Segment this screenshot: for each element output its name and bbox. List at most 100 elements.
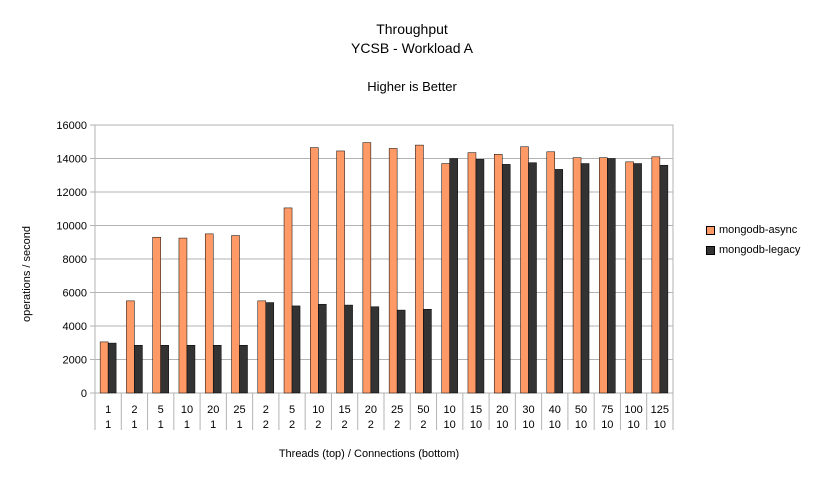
chart-subtitle: YCSB - Workload A xyxy=(351,40,473,56)
bar-legacy xyxy=(265,302,275,394)
chart-title: Throughput xyxy=(376,21,448,37)
y-tick-label: 14000 xyxy=(56,154,87,166)
bar-legacy xyxy=(501,164,511,394)
x-tick-label-threads: 25 xyxy=(391,404,403,416)
bar-async xyxy=(415,144,424,394)
x-tick-label-threads: 2 xyxy=(131,404,137,416)
x-tick-label-threads: 40 xyxy=(549,404,561,416)
x-tick-label-connections: 1 xyxy=(105,419,111,431)
bar-async xyxy=(231,235,240,394)
y-axis-label: operations / second xyxy=(21,226,33,322)
bar-legacy xyxy=(160,345,169,394)
x-tick-label-connections: 10 xyxy=(654,419,666,431)
x-tick-label-threads: 2 xyxy=(263,404,269,416)
x-tick-label-connections: 10 xyxy=(627,419,639,431)
x-tick-label-connections: 2 xyxy=(289,419,295,431)
x-tick-label-threads: 20 xyxy=(365,404,377,416)
x-tick-label-connections: 1 xyxy=(184,419,190,431)
x-tick-label-connections: 10 xyxy=(549,419,561,431)
bar-legacy xyxy=(239,345,248,394)
x-tick-label-connections: 2 xyxy=(394,419,400,431)
x-tick-label-threads: 15 xyxy=(470,404,482,416)
legend-swatch-legacy xyxy=(706,245,715,255)
x-tick-label-connections: 2 xyxy=(342,419,348,431)
bar-async xyxy=(599,157,608,394)
bar-legacy xyxy=(291,305,301,394)
y-tick-label: 10000 xyxy=(56,221,87,233)
x-tick-label-threads: 1 xyxy=(105,404,111,416)
legend-label-async: mongodb-async xyxy=(719,224,798,236)
bar-async xyxy=(204,233,214,394)
bar-legacy xyxy=(396,309,406,394)
x-tick-label-threads: 10 xyxy=(444,404,456,416)
x-tick-label-threads: 75 xyxy=(601,404,613,416)
x-tick-label-threads: 20 xyxy=(207,404,219,416)
bar-legacy xyxy=(107,342,117,394)
bar-async xyxy=(362,142,372,394)
bar-async xyxy=(651,156,661,394)
y-tick-label: 8000 xyxy=(63,254,87,266)
chart-annotation: Higher is Better xyxy=(367,79,457,94)
bar-async xyxy=(493,154,503,394)
y-tick-label: 12000 xyxy=(56,187,87,199)
y-tick-label: 2000 xyxy=(63,355,87,367)
bar-legacy xyxy=(449,158,458,394)
y-tick-label: 0 xyxy=(81,388,87,400)
x-tick-label-connections: 10 xyxy=(575,419,587,431)
bar-legacy xyxy=(554,169,564,394)
bar-async xyxy=(283,207,293,394)
x-axis-label: Threads (top) / Connections (bottom) xyxy=(279,448,459,460)
x-tick-label-connections: 10 xyxy=(522,419,534,431)
x-tick-label-connections: 2 xyxy=(368,419,374,431)
y-tick-label: 4000 xyxy=(63,321,87,333)
bar-async xyxy=(546,151,556,394)
legend-item-async: mongodb-async xyxy=(706,220,800,240)
x-tick-label-threads: 125 xyxy=(651,404,669,416)
bar-async xyxy=(126,300,135,394)
x-tick-label-threads: 10 xyxy=(312,404,324,416)
legend-swatch-async xyxy=(706,225,715,235)
bar-async xyxy=(178,237,188,394)
x-tick-label-connections: 1 xyxy=(236,419,242,431)
x-tick-label-connections: 2 xyxy=(263,419,269,431)
x-tick-label-connections: 2 xyxy=(420,419,426,431)
bar-async xyxy=(625,161,634,394)
x-tick-label-connections: 10 xyxy=(444,419,456,431)
bar-legacy xyxy=(607,158,616,394)
bar-async xyxy=(336,150,345,394)
bar-legacy xyxy=(212,345,222,394)
x-tick-label-connections: 10 xyxy=(470,419,482,431)
x-tick-label-threads: 5 xyxy=(158,404,164,416)
x-tick-label-threads: 50 xyxy=(575,404,587,416)
x-tick-label-threads: 15 xyxy=(338,404,350,416)
bar-legacy xyxy=(134,345,143,394)
x-tick-label-connections: 10 xyxy=(601,419,613,431)
x-tick-label-connections: 1 xyxy=(210,419,216,431)
bar-async xyxy=(310,147,319,394)
x-tick-label-connections: 2 xyxy=(315,419,321,431)
x-tick-label-threads: 5 xyxy=(289,404,295,416)
bar-legacy xyxy=(186,345,196,394)
x-tick-label-connections: 1 xyxy=(131,419,137,431)
x-tick-label-threads: 100 xyxy=(624,404,642,416)
bar-async xyxy=(572,157,582,394)
bar-legacy xyxy=(318,303,327,394)
bar-legacy xyxy=(475,159,485,394)
y-tick-label: 6000 xyxy=(63,288,87,300)
bar-legacy xyxy=(659,164,669,394)
bar-async xyxy=(152,236,161,394)
legend: mongodb-async mongodb-legacy xyxy=(706,220,800,260)
x-tick-label-threads: 30 xyxy=(522,404,534,416)
bar-legacy xyxy=(633,163,642,394)
bar-legacy xyxy=(580,163,590,394)
bar-async xyxy=(520,146,529,394)
legend-label-legacy: mongodb-legacy xyxy=(719,244,801,256)
bar-async xyxy=(99,341,109,394)
y-tick-label: 16000 xyxy=(56,120,87,132)
bar-async xyxy=(257,300,267,394)
bar-legacy xyxy=(423,309,432,394)
x-tick-label-connections: 1 xyxy=(158,419,164,431)
bar-legacy xyxy=(370,306,380,394)
x-tick-label-threads: 50 xyxy=(417,404,429,416)
